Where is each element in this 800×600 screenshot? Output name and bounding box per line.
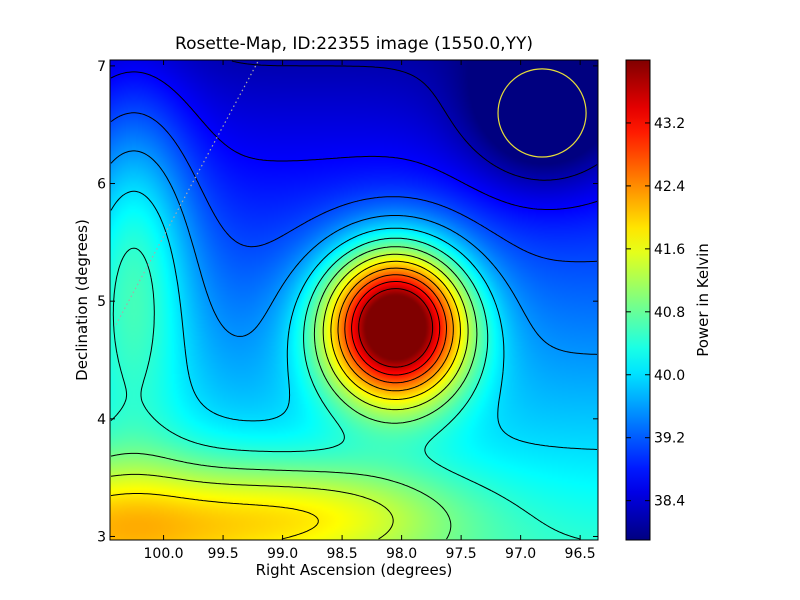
dotted-line	[115, 60, 260, 325]
x-axis-label: Right Ascension (degrees)	[255, 561, 453, 579]
colorbar-tick-label: 39.2	[654, 431, 685, 447]
x-tick-label: 99.5	[207, 546, 238, 562]
contour-line-1	[110, 71, 598, 210]
y-tick-label: 4	[97, 412, 106, 428]
colorbar-frame	[625, 59, 651, 541]
x-tick-label: 98.5	[327, 546, 358, 562]
colorbar-label: Power in Kelvin	[694, 243, 712, 357]
y-tick-label: 3	[97, 529, 106, 545]
y-tick-label: 5	[97, 294, 106, 310]
x-tick-label: 98.0	[386, 546, 417, 562]
colorbar-ticks: 38.4 39.2 40.0 40.8 41.6 42.4 43.2	[626, 116, 685, 510]
colorbar-tick-label: 38.4	[654, 494, 685, 510]
contour-line-5	[110, 237, 581, 540]
y-axis-label: Declination (degrees)	[73, 219, 91, 381]
circle-marker	[497, 68, 587, 158]
x-axis-ticks: 100.0 99.5 99.0 98.5 98.0 97.5 97.0 96.5	[144, 60, 596, 562]
plot-frame	[109, 59, 599, 541]
y-tick-label: 6	[97, 177, 106, 193]
x-tick-label: 97.5	[446, 546, 477, 562]
contour-line-8	[110, 260, 461, 540]
contour-line-9	[337, 267, 454, 392]
contour-line-11	[351, 281, 441, 376]
contour-line-4	[110, 190, 598, 450]
contour-lines	[110, 60, 598, 540]
x-tick-label: 99.0	[267, 546, 298, 562]
contour-line-10	[344, 274, 447, 384]
contour-line-3	[110, 150, 598, 355]
chart-title: Rosette-Map, ID:22355 image (1550.0,YY)	[175, 34, 533, 54]
x-tick-label: 100.0	[144, 546, 184, 562]
colorbar-tick-label: 43.2	[654, 116, 685, 132]
contour-line-0	[231, 60, 598, 181]
contour-line-12	[358, 288, 434, 368]
contour-line-2	[110, 112, 598, 263]
contour-line-7	[110, 253, 469, 540]
y-tick-label: 7	[97, 59, 106, 75]
contour-line-6	[110, 246, 478, 540]
colorbar-tick-label: 42.4	[654, 179, 685, 195]
plot-area	[109, 59, 599, 541]
colorbar-tick-label: 41.6	[654, 242, 685, 258]
y-axis-ticks: 3 4 5 6 7	[97, 59, 598, 545]
colorbar-gradient	[626, 60, 650, 540]
colorbar: 38.4 39.2 40.0 40.8 41.6 42.4 43.2	[625, 59, 685, 541]
heatmap-image	[110, 60, 598, 540]
colorbar-tick-label: 40.0	[654, 368, 685, 384]
x-tick-label: 97.0	[505, 546, 536, 562]
colorbar-tick-label: 40.8	[654, 305, 685, 321]
x-tick-label: 96.5	[565, 546, 596, 562]
